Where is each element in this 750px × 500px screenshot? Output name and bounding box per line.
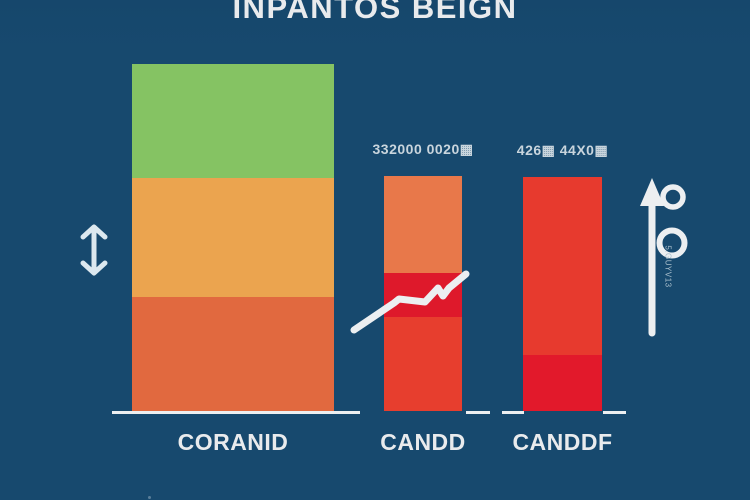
bar-canddf	[523, 177, 602, 411]
bar-coranid	[132, 64, 334, 411]
bar-value-label: 426▦ 44X0▦	[516, 142, 609, 158]
bar-value-label: 332000 0020▦	[372, 141, 474, 157]
bar-segment-red	[523, 177, 602, 355]
bar-segment-red	[384, 317, 462, 411]
x-axis-line-segment	[466, 411, 490, 414]
bar-segment-terracotta	[132, 297, 334, 411]
category-label-canddf: CANDDF	[512, 429, 613, 455]
bottom-speck	[148, 496, 151, 499]
x-axis-line-segment	[112, 411, 360, 414]
bar-segment-crimson	[523, 355, 602, 411]
x-axis-line-segment	[603, 411, 626, 414]
category-label-candd: CANDD	[380, 429, 466, 455]
rotated-side-text: 5.GUYV13	[663, 245, 673, 288]
ring-icon-small	[660, 184, 686, 210]
category-label-coranid: CORANID	[177, 429, 289, 455]
bar-segment-green	[132, 64, 334, 178]
x-axis-line-segment	[502, 411, 524, 414]
bar-segment-orange	[132, 178, 334, 297]
arrowhead	[640, 178, 664, 206]
vertical-resize-arrow-icon	[80, 224, 108, 276]
bar-segment-salmon	[384, 176, 462, 273]
chart-title: INPANTOS BEIGN	[232, 0, 518, 25]
bar-candd	[384, 176, 462, 411]
bar-segment-crimson	[384, 273, 462, 317]
